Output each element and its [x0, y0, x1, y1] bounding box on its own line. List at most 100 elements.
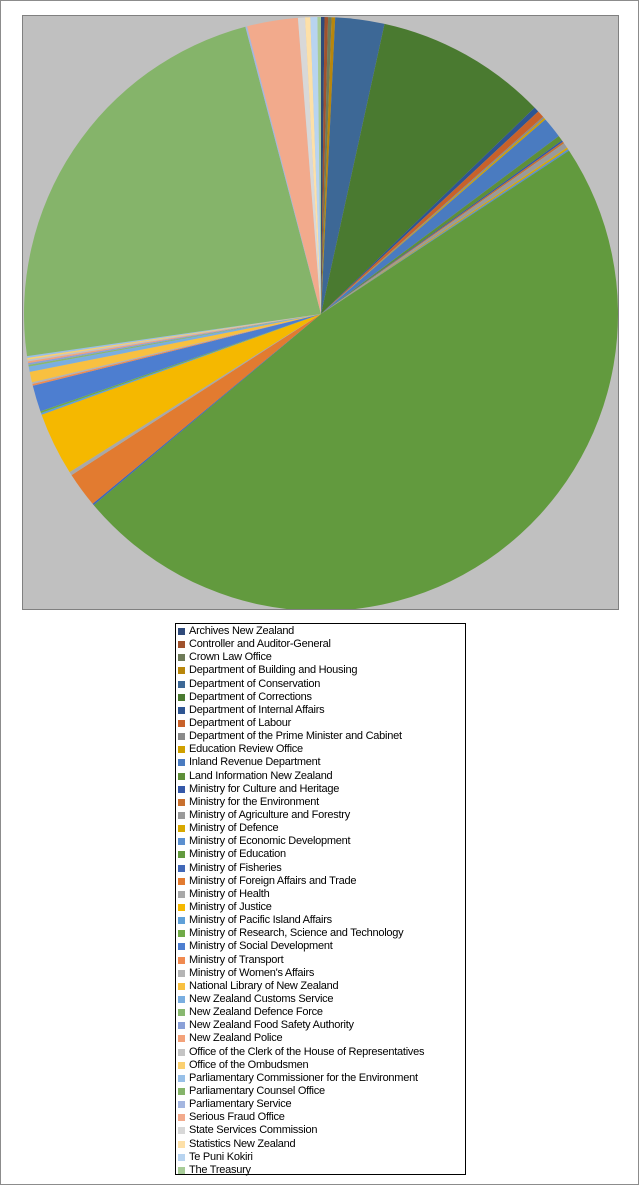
legend-item: Ministry of Justice: [176, 901, 465, 914]
legend-item: Serious Fraud Office: [176, 1111, 465, 1124]
legend-label: Inland Revenue Department: [189, 756, 321, 769]
legend-swatch: [178, 851, 185, 859]
pie-slice-8: [321, 116, 545, 314]
legend-item: Controller and Auditor-General: [176, 638, 465, 651]
legend-swatch: [178, 759, 185, 767]
legend-item: Ministry of Economic Development: [176, 835, 465, 848]
legend-item: State Services Commission: [176, 1124, 465, 1137]
legend-label: Ministry for Culture and Heritage: [189, 782, 340, 795]
pie-slice-5: [321, 23, 535, 314]
legend-label: Serious Fraud Office: [189, 1111, 285, 1124]
pie-slice-24: [32, 314, 322, 412]
pie-slice-40: [310, 17, 321, 315]
legend-item: Department of Conservation: [176, 678, 465, 691]
legend-item: The Treasury: [176, 1164, 465, 1177]
pie-slice-22: [40, 314, 321, 415]
legend-label: Parliamentary Service: [189, 1098, 292, 1111]
legend-item: Inland Revenue Department: [176, 756, 465, 769]
legend-swatch: [178, 680, 185, 688]
pie-slice-38: [297, 17, 321, 315]
legend-item: Statistics New Zealand: [176, 1137, 465, 1150]
chart-legend: Archives New Zealand Controller and Audit…: [175, 623, 466, 1177]
pie-slice-32: [27, 314, 321, 362]
legend-label: Department of Labour: [189, 717, 292, 730]
legend-label: Land Information New Zealand: [189, 769, 333, 782]
legend-item: New Zealand Police: [176, 1032, 465, 1045]
pie-slice-39: [304, 17, 321, 315]
legend-item: Land Information New Zealand: [176, 770, 465, 783]
legend-label: Statistics New Zealand: [189, 1137, 296, 1150]
pie-chart: [24, 17, 618, 609]
pie-slice-35: [24, 26, 322, 357]
legend-item: Office of the Ombudsmen: [176, 1059, 465, 1072]
pie-slice-17: [93, 150, 618, 609]
legend-item: National Library of New Zealand: [176, 980, 465, 993]
legend-label: Ministry of Pacific Island Affairs: [189, 914, 332, 927]
legend-label: Ministry of Agriculture and Forestry: [189, 809, 350, 822]
legend-swatch: [178, 667, 185, 675]
pie-slice-10: [321, 119, 559, 315]
pie-slice-3: [321, 17, 336, 315]
legend-swatch: [178, 720, 185, 728]
legend-item: Department of Internal Affairs: [176, 704, 465, 717]
legend-label: Department of Building and Housing: [189, 664, 358, 677]
legend-label: Ministry of Foreign Affairs and Trade: [189, 874, 357, 887]
legend-label: New Zealand Customs Service: [189, 993, 334, 1005]
pie-slice-21: [41, 314, 322, 473]
legend-swatch: [178, 930, 185, 938]
legend-swatch: [178, 943, 185, 951]
legend-swatch: [178, 877, 185, 885]
legend-swatch: [178, 693, 185, 701]
legend-swatch: [178, 1087, 185, 1095]
pie-slice-11: [321, 136, 562, 314]
legend-swatch: [178, 904, 185, 912]
legend-label: New Zealand Food Safety Authority: [189, 1019, 354, 1032]
legend-swatch: [178, 864, 185, 872]
legend-swatch: [178, 812, 185, 820]
legend-item: Archives New Zealand: [176, 625, 465, 638]
legend-item: Ministry of Foreign Affairs and Trade: [176, 875, 465, 888]
legend-swatch: [178, 746, 185, 754]
pie-slice-1: [321, 17, 329, 315]
legend-label: Ministry of Economic Development: [189, 835, 351, 848]
pie-slice-27: [29, 314, 322, 383]
legend-swatch: [178, 1048, 185, 1056]
pie-slice-16: [321, 149, 570, 314]
pie-slice-29: [28, 314, 321, 367]
legend-swatch: [178, 772, 185, 780]
legend-label: The Treasury: [189, 1163, 251, 1176]
legend-swatch: [178, 825, 185, 833]
pie-slice-0: [321, 17, 325, 314]
legend-swatch: [178, 969, 185, 977]
plot-area: [22, 15, 619, 610]
pie-slice-2: [321, 17, 332, 315]
pie-slice-36: [245, 26, 321, 314]
legend-swatch: [178, 1009, 185, 1017]
pie-slice-28: [28, 314, 322, 372]
legend-swatch: [178, 733, 185, 741]
legend-label: Ministry for the Environment: [189, 795, 319, 808]
legend-item: Parliamentary Service: [176, 1098, 465, 1111]
pie-slice-14: [321, 143, 568, 314]
legend-label: Ministry of Women's Affairs: [189, 966, 315, 979]
pie-slice-18: [92, 314, 321, 506]
legend-swatch: [178, 890, 185, 898]
legend-item: Parliamentary Counsel Office: [176, 1085, 465, 1098]
legend-label: National Library of New Zealand: [189, 979, 339, 992]
pie-slice-23: [40, 314, 321, 414]
pie-slice-30: [28, 314, 322, 365]
pie-slice-7: [321, 111, 544, 314]
legend-label: State Services Commission: [189, 1124, 318, 1137]
legend-swatch: [178, 838, 185, 846]
legend-swatch: [178, 1166, 185, 1174]
legend-label: Ministry of Education: [189, 848, 286, 861]
legend-label: Parliamentary Counsel Office: [189, 1084, 325, 1097]
legend-item: Ministry of Research, Science and Techno…: [176, 927, 465, 940]
legend-label: New Zealand Defence Force: [189, 1006, 323, 1019]
pie-slice-41: [317, 17, 321, 314]
pie-slice-37: [247, 17, 321, 315]
legend-item: New Zealand Defence Force: [176, 1006, 465, 1019]
legend-item: Department of Labour: [176, 717, 465, 730]
legend-swatch: [178, 917, 185, 925]
legend-item: Department of Corrections: [176, 691, 465, 704]
